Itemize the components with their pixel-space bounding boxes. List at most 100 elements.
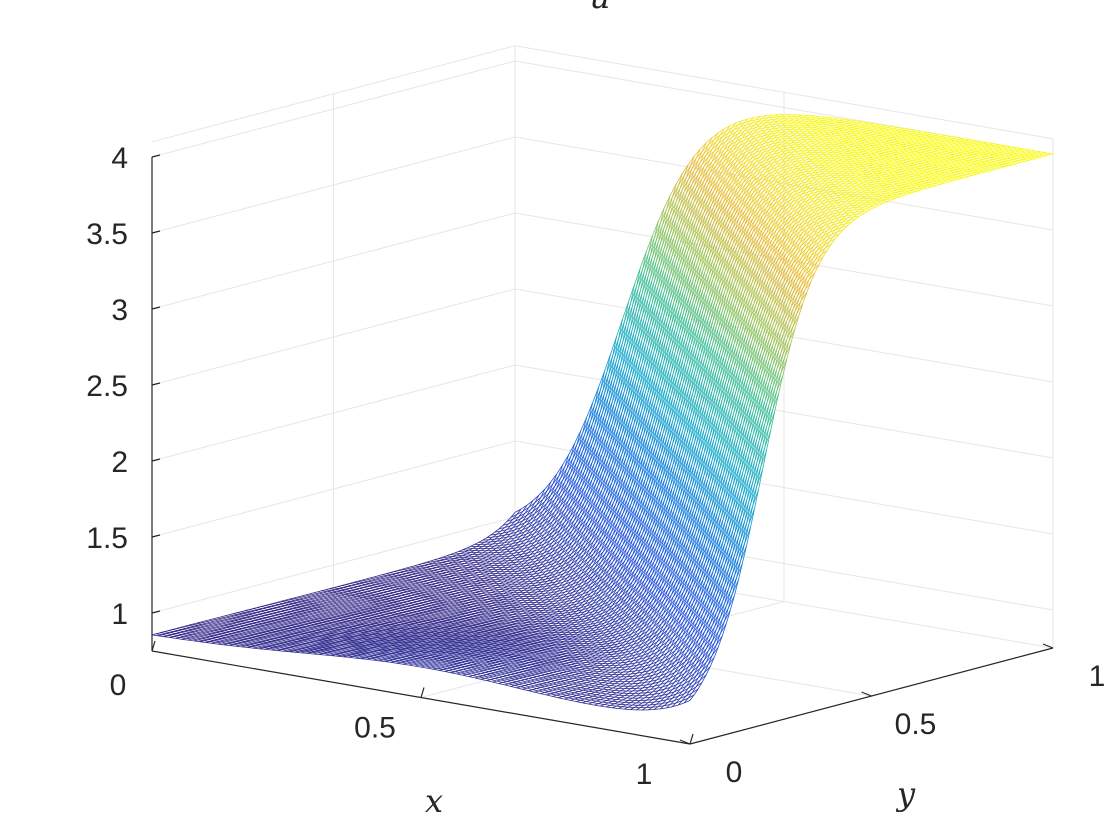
mesh-line [717,128,725,134]
mesh-line [707,139,715,146]
mesh-line [881,131,888,134]
mesh-line [552,490,559,498]
mesh-line [993,143,1000,146]
mesh-line [975,145,982,148]
mesh-line [737,122,745,126]
mesh-line [839,125,846,128]
mesh-line [869,124,876,127]
mesh-line [750,119,757,122]
mesh-line [743,128,751,132]
mesh-line [887,132,894,135]
mesh-line [1030,156,1037,159]
mesh-line [815,123,822,125]
mesh-line [761,124,768,127]
mesh-line [548,499,555,506]
mesh-line [903,128,910,130]
mesh-line [937,137,944,140]
mesh-line [825,133,832,136]
mesh-line [564,472,571,483]
mesh-line [516,520,523,524]
mesh-line [562,454,570,465]
mesh-line [712,132,719,138]
mesh-line [556,464,564,475]
mesh-line [953,143,960,146]
mesh-line [821,118,828,120]
mesh-line [647,259,655,276]
mesh-line [702,144,709,152]
mesh-line [935,135,942,137]
mesh-line [858,163,865,166]
mesh-line [901,131,908,134]
mesh-line [560,484,567,493]
mesh-line [677,191,685,204]
mesh-line [849,125,856,127]
mesh-line [969,139,976,141]
mesh-line [514,508,522,513]
mesh-line [538,488,546,496]
mesh-line [514,518,521,522]
mesh-line [876,182,883,184]
mesh-line [1013,148,1020,151]
mesh-line [831,117,838,119]
mesh-line [893,128,900,130]
mesh-line [742,118,749,122]
mesh-line [987,142,994,145]
mesh-line [825,122,832,124]
mesh-line [905,135,912,138]
mesh-line [683,166,691,176]
mesh-line [721,132,729,138]
mesh-line [701,157,709,165]
mesh-line [556,479,564,489]
mesh-line [909,129,916,131]
mesh-line [887,127,894,129]
mesh-line [1022,153,1029,156]
mesh-line [853,124,860,126]
mesh-line [841,122,848,124]
mesh-line [516,510,524,515]
mesh-line [703,146,711,154]
mesh-line [889,129,896,132]
mesh-line [506,518,514,522]
mesh-line [855,120,862,123]
mesh-line [957,137,964,139]
mesh-line [1020,151,1028,154]
mesh-line [849,119,856,122]
grid-line [151,212,516,310]
mesh-line [677,175,685,186]
mesh-line [891,131,898,134]
mesh-line [815,117,822,119]
mesh-line [831,123,838,125]
mesh-line [835,121,842,124]
mesh-line [1028,154,1035,157]
mesh-line [911,136,918,139]
mesh-line [863,123,870,126]
mesh-line [735,128,743,133]
mesh-line [921,136,928,139]
mesh-line [564,456,572,467]
mesh-line [753,123,760,126]
mesh-line [959,139,966,142]
mesh-line [594,410,601,426]
mesh-line [550,487,558,496]
mesh-line [897,127,904,129]
grid-line [151,60,516,158]
mesh-line [592,386,600,403]
mesh-line [823,120,830,122]
mesh-line [534,497,542,503]
grid-line [514,440,1054,535]
mesh-line [751,121,759,124]
mesh-line [899,129,906,131]
mesh-line [1001,146,1008,149]
mesh-line [825,116,832,119]
mesh-line [994,150,1002,153]
mesh-line [766,114,773,116]
mesh-line [953,138,960,140]
mesh-line [508,521,516,524]
mesh-line [1012,153,1019,156]
mesh-line [760,115,767,117]
mesh-line [943,138,950,141]
mesh-line [981,146,988,149]
mesh-line [512,516,520,520]
mesh-line [1010,151,1018,154]
